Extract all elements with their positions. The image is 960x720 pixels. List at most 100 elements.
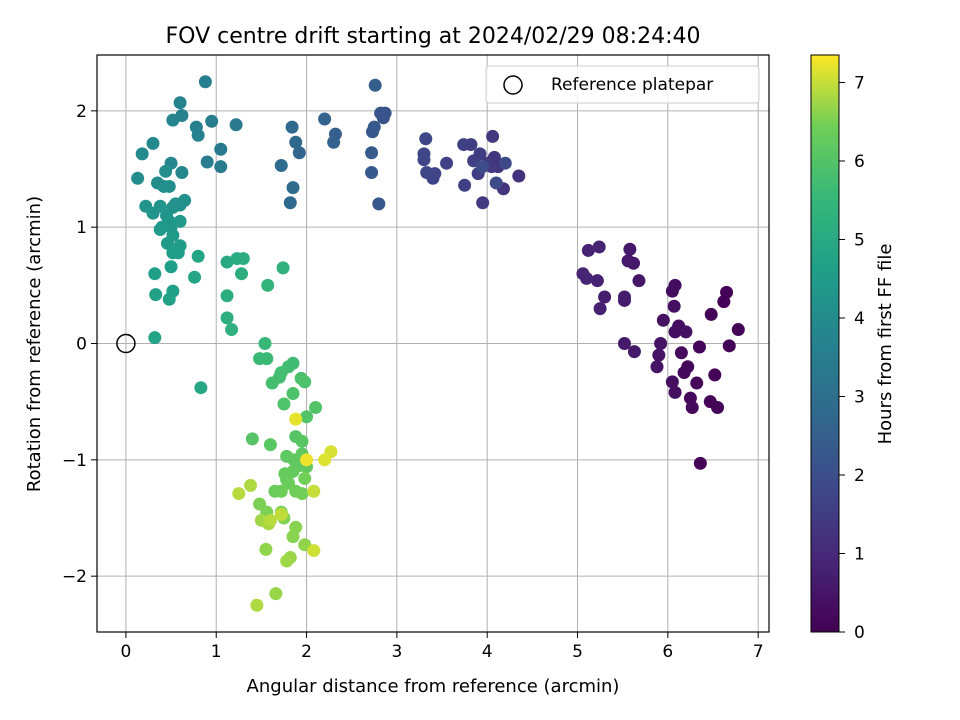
reference-platepar-marker — [116, 333, 136, 354]
data-point — [198, 75, 212, 89]
y-tick-label: −1 — [62, 451, 87, 471]
data-point — [717, 295, 731, 309]
colorbar-tick-label: 2 — [854, 466, 865, 486]
data-point — [300, 453, 314, 467]
data-point — [274, 484, 288, 498]
data-point — [173, 96, 187, 110]
x-tick-label: 3 — [391, 642, 402, 662]
x-axis-ticks: 0 1 2 3 4 5 6 7 — [120, 632, 764, 662]
data-point — [419, 132, 433, 146]
colorbar-tick-label: 3 — [854, 387, 865, 407]
data-point — [164, 260, 178, 274]
data-point — [159, 164, 173, 178]
x-tick-label: 2 — [301, 642, 312, 662]
legend-entry-label: Reference platepar — [551, 75, 713, 95]
data-point — [149, 288, 163, 302]
data-point — [295, 434, 309, 448]
data-point — [665, 375, 679, 389]
data-point — [171, 246, 185, 260]
data-point — [593, 302, 607, 316]
data-point — [592, 240, 606, 254]
data-point — [318, 453, 332, 467]
data-point — [685, 400, 699, 414]
y-axis-label: Rotation from reference (arcmin) — [24, 196, 45, 492]
data-point — [623, 242, 637, 256]
data-point — [656, 313, 670, 327]
data-point — [148, 267, 162, 281]
y-tick-label: −2 — [62, 567, 87, 587]
x-tick-label: 6 — [662, 642, 673, 662]
data-point — [292, 146, 306, 160]
data-point — [440, 156, 454, 170]
data-point — [286, 181, 300, 195]
data-point — [581, 243, 595, 257]
data-point — [365, 146, 379, 160]
data-point — [512, 169, 526, 183]
data-point — [652, 348, 666, 362]
data-point — [200, 155, 214, 169]
data-point — [280, 554, 294, 568]
data-point — [654, 337, 668, 350]
data-point — [372, 197, 386, 211]
data-point — [135, 147, 149, 161]
data-point — [261, 278, 275, 292]
data-point — [486, 129, 500, 143]
data-point — [286, 387, 300, 401]
data-point — [274, 159, 288, 173]
x-axis-label: Angular distance from reference (arcmin) — [247, 676, 620, 697]
data-point — [417, 153, 431, 167]
y-tick-label: 2 — [76, 102, 87, 122]
data-point — [298, 375, 312, 389]
data-point — [309, 400, 323, 414]
colorbar-label: Hours from first FF file — [875, 244, 896, 445]
data-point — [690, 376, 704, 390]
data-point — [590, 274, 604, 288]
x-tick-label: 5 — [572, 642, 583, 662]
data-point — [162, 292, 176, 306]
scatter-points — [131, 75, 745, 612]
x-tick-label: 1 — [211, 642, 222, 662]
data-point — [250, 598, 264, 612]
data-point — [236, 252, 250, 266]
data-point — [220, 255, 234, 269]
chart-title: FOV centre drift starting at 2024/02/29 … — [166, 24, 701, 49]
data-point — [205, 114, 219, 128]
data-point — [489, 176, 503, 190]
colorbar-tick-label: 7 — [854, 73, 865, 93]
legend-box — [485, 65, 760, 104]
data-point — [188, 270, 202, 284]
legend: Reference platepar — [485, 65, 760, 104]
data-point — [295, 487, 309, 501]
data-point — [668, 278, 682, 292]
data-point — [300, 410, 314, 424]
data-point — [457, 138, 471, 152]
data-point — [667, 299, 681, 313]
data-point — [146, 136, 160, 150]
data-point — [269, 587, 283, 601]
data-point — [307, 484, 321, 498]
data-point — [235, 267, 249, 281]
legend-open-circle-icon — [503, 75, 523, 95]
data-point — [318, 112, 332, 126]
data-point — [374, 106, 388, 120]
data-point — [708, 368, 722, 382]
y-tick-label: 0 — [76, 335, 87, 355]
data-point — [617, 293, 631, 307]
data-point — [194, 381, 208, 395]
data-point — [476, 160, 490, 174]
data-point — [232, 487, 246, 501]
colorbar-ticks: 0 1 2 3 4 5 6 7 — [839, 73, 865, 643]
y-tick-label: 1 — [76, 218, 87, 238]
data-point — [131, 171, 145, 185]
data-point — [674, 346, 688, 360]
data-point — [365, 125, 379, 139]
data-point — [244, 478, 258, 492]
colorbar: 0 1 2 3 4 5 6 7 Hours from first FF file — [810, 54, 896, 643]
x-tick-label: 0 — [120, 642, 131, 662]
y-axis-ticks: −2 −1 0 1 2 — [62, 102, 97, 587]
data-point — [263, 438, 277, 452]
data-point — [276, 261, 290, 275]
data-point — [259, 542, 273, 556]
data-point — [214, 142, 228, 156]
